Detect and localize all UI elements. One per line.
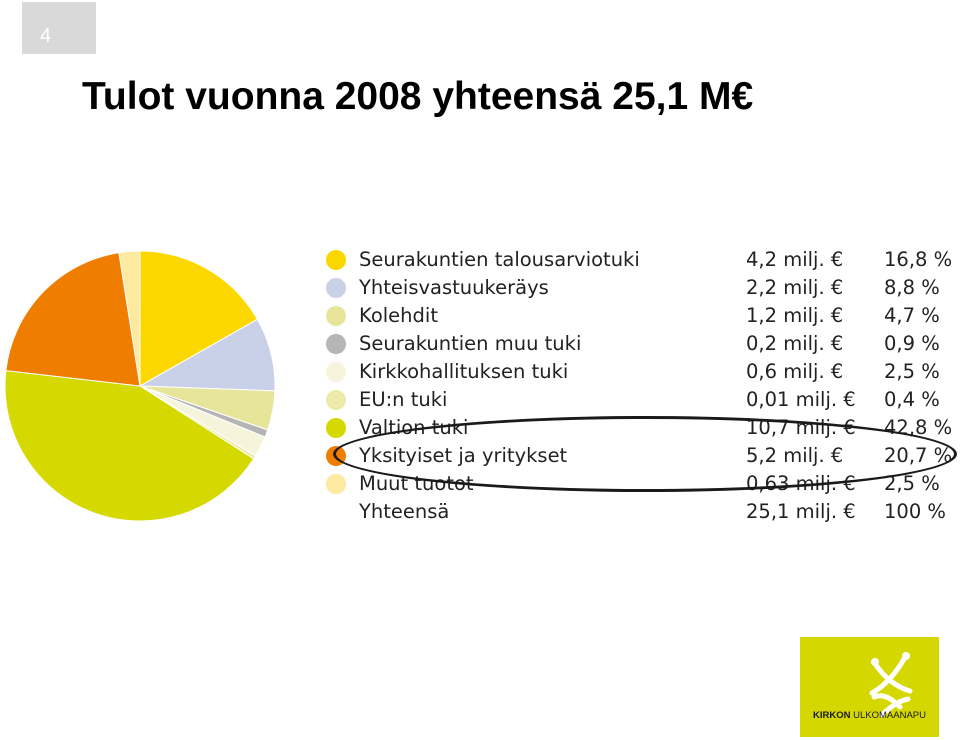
legend-percent: 0,9 %	[884, 332, 940, 355]
legend-amount: 0,63 milj. €	[746, 472, 856, 495]
legend-percent: 2,5 %	[884, 360, 940, 383]
legend-amount: 5,2 milj. €	[746, 444, 844, 467]
legend-amount: 0,6 milj. €	[746, 360, 844, 383]
legend-amount: 1,2 milj. €	[746, 304, 844, 327]
legend-row: Yksityiset ja yritykset 5,2 milj. € 20,7 %	[322, 442, 958, 470]
legend-total-row: Yhteensä 25,1 milj. € 100 %	[322, 498, 958, 526]
legend-swatch	[326, 250, 346, 270]
legend-label: Seurakuntien talousarviotuki	[359, 248, 640, 271]
legend-label: EU:n tuki	[359, 388, 448, 411]
legend-amount: 10,7 milj. €	[746, 416, 856, 439]
legend-swatch	[326, 334, 346, 354]
legend-percent: 2,5 %	[884, 472, 940, 495]
legend-label: Valtion tuki	[359, 416, 469, 439]
legend-swatch	[326, 362, 346, 382]
legend-row: Valtion tuki 10,7 milj. € 42,8 %	[322, 414, 958, 442]
legend-label: Seurakuntien muu tuki	[359, 332, 582, 355]
pie-chart	[4, 250, 276, 522]
pie-slice-7	[5, 252, 141, 387]
legend-amount: 0,2 milj. €	[746, 332, 844, 355]
total-amount: 25,1 milj. €	[746, 500, 856, 523]
legend-percent: 20,7 %	[884, 444, 953, 467]
legend-row: Kolehdit 1,2 milj. € 4,7 %	[322, 302, 958, 330]
slide-title: Tulot vuonna 2008 yhteensä 25,1 M€	[82, 75, 754, 118]
hands-emblem-icon	[869, 652, 913, 718]
pie-slice-8	[118, 250, 141, 387]
legend-swatch	[326, 446, 346, 466]
legend-row: Seurakuntien talousarviotuki 4,2 milj. € 1…	[322, 246, 958, 274]
legend-row: Seurakuntien muu tuki 0,2 milj. € 0,9 %	[322, 330, 958, 358]
chart-legend: Seurakuntien talousarviotuki 4,2 milj. € 1…	[322, 246, 958, 526]
legend-percent: 42,8 %	[884, 416, 953, 439]
legend-swatch	[326, 390, 346, 410]
legend-row: EU:n tuki 0,01 milj. € 0,4 %	[322, 386, 958, 414]
legend-label: Yksityiset ja yritykset	[359, 444, 568, 467]
legend-label: Kolehdit	[359, 304, 438, 327]
legend-percent: 8,8 %	[884, 276, 940, 299]
legend-label: Kirkkohallituksen tuki	[359, 360, 569, 383]
legend-swatch	[326, 278, 346, 298]
legend-amount: 0,01 milj. €	[746, 388, 856, 411]
legend-label: Yhteisvastuukeräys	[359, 276, 549, 299]
legend-amount: 4,2 milj. €	[746, 248, 844, 271]
pie-slice-0	[139, 250, 259, 387]
legend-amount: 2,2 milj. €	[746, 276, 844, 299]
total-percent: 100 %	[884, 500, 946, 523]
legend-row: Yhteisvastuukeräys 2,2 milj. € 8,8 %	[322, 274, 958, 302]
legend-percent: 0,4 %	[884, 388, 940, 411]
legend-row: Muut tuotot 0,63 milj. € 2,5 %	[322, 470, 958, 498]
legend-swatch	[326, 474, 346, 494]
organization-logo: KIRKON ULKOMAANAPU	[800, 637, 939, 737]
legend-swatch	[326, 418, 346, 438]
legend-percent: 4,7 %	[884, 304, 940, 327]
legend-row: Kirkkohallituksen tuki 0,6 milj. € 2,5 %	[322, 358, 958, 386]
legend-percent: 16,8 %	[884, 248, 953, 271]
legend-swatch	[326, 306, 346, 326]
legend-label: Muut tuotot	[359, 472, 474, 495]
pie-slice-6	[4, 370, 255, 522]
total-label: Yhteensä	[359, 500, 450, 523]
logo-wordmark: KIRKON ULKOMAANAPU	[813, 710, 926, 721]
slide-number: 4	[22, 2, 96, 54]
